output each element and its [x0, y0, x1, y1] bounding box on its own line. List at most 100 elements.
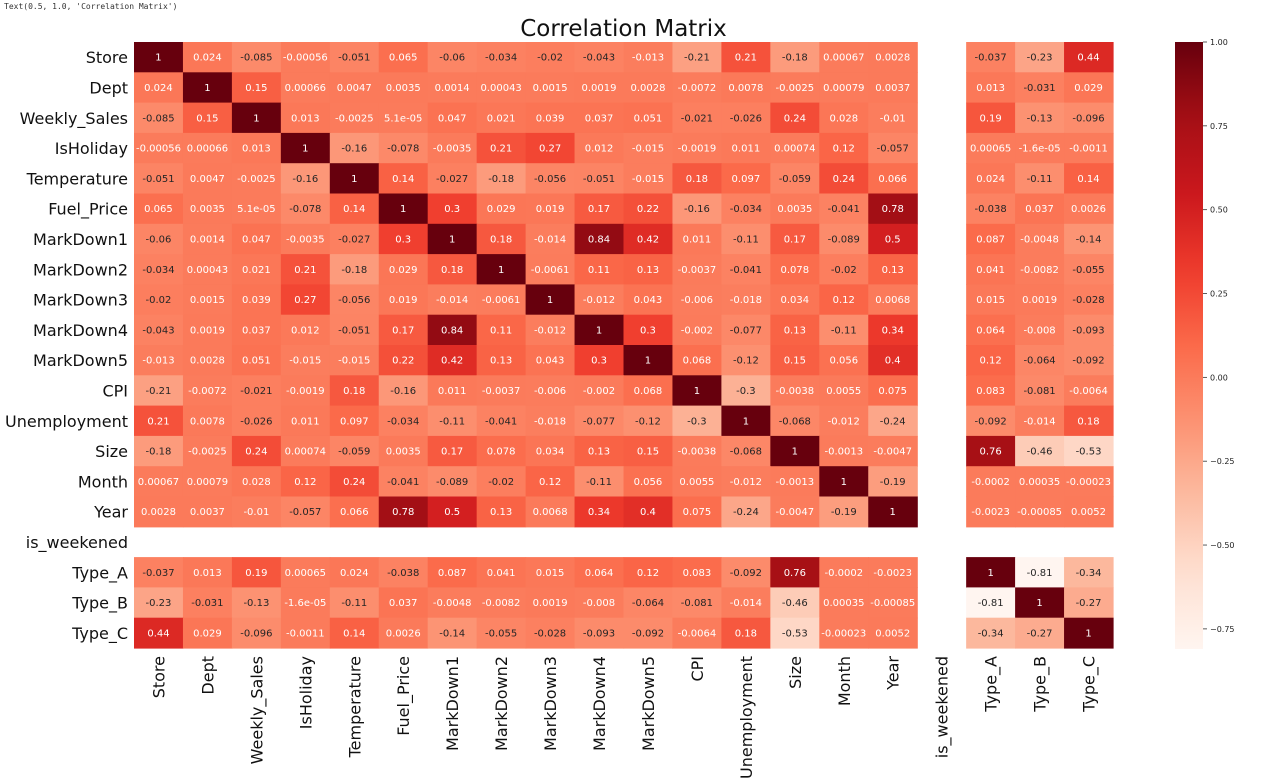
cell-annotation: -0.081 — [681, 598, 713, 609]
heatmap-cell — [1015, 466, 1065, 498]
notebook-output-text: Text(0.5, 1.0, 'Correlation Matrix') — [4, 2, 178, 11]
heatmap-cell — [280, 223, 331, 255]
cell-annotation: 0.12 — [539, 477, 561, 488]
column-label: Dept — [198, 656, 217, 695]
cell-annotation: 0.24 — [245, 447, 267, 458]
cell-annotation: 0.043 — [634, 295, 663, 306]
cell-annotation: 0.021 — [487, 113, 516, 124]
cell-annotation: -0.01 — [243, 507, 269, 518]
heatmap-cell — [427, 587, 478, 619]
heatmap-cell — [623, 102, 674, 134]
heatmap-cell — [574, 314, 625, 346]
heatmap-cell — [819, 163, 869, 195]
cell-annotation: 0.15 — [784, 356, 806, 367]
cell-annotation: 0.11 — [588, 265, 610, 276]
cell-annotation: -0.015 — [338, 356, 370, 367]
heatmap-cell — [134, 345, 184, 376]
cell-annotation: -0.055 — [1072, 265, 1104, 276]
heatmap-cell — [378, 132, 429, 164]
colorbar-tick-label: −0.50 — [1210, 541, 1235, 550]
cell-annotation: -0.064 — [1023, 356, 1055, 367]
cell-annotation: -0.092 — [975, 416, 1007, 427]
cell-annotation: -0.11 — [586, 477, 612, 488]
heatmap-cell — [427, 284, 478, 316]
cell-annotation: 0.015 — [536, 568, 565, 579]
heatmap-cell — [770, 617, 820, 649]
cell-annotation: 1 — [1036, 598, 1042, 609]
cell-annotation: -0.18 — [488, 174, 514, 185]
cell-annotation: 1 — [645, 356, 651, 367]
cell-annotation: 1 — [400, 204, 406, 215]
cell-annotation: -0.068 — [779, 416, 811, 427]
cell-annotation: -0.0037 — [482, 386, 521, 397]
heatmap-cell — [1015, 163, 1065, 195]
heatmap-cell — [182, 617, 233, 649]
cell-annotation: -0.006 — [681, 295, 713, 306]
cell-annotation: -0.013 — [142, 356, 174, 367]
cell-annotation: 0.078 — [781, 265, 810, 276]
heatmap-cell — [329, 314, 380, 346]
heatmap-cell — [966, 435, 1016, 467]
heatmap-cell — [672, 314, 722, 346]
cell-annotation: 0.0026 — [1071, 204, 1106, 215]
heatmap-cell — [574, 72, 625, 104]
heatmap-cell — [770, 72, 820, 104]
cell-annotation: 0.19 — [979, 113, 1001, 124]
heatmap-cell — [1064, 132, 1114, 164]
heatmap-cell — [1064, 102, 1114, 134]
heatmap-cell — [231, 132, 282, 164]
cell-annotation: 0.0028 — [141, 507, 176, 518]
cell-annotation: 0.84 — [441, 325, 463, 336]
heatmap-cell — [721, 72, 771, 104]
heatmap-cell — [574, 102, 625, 134]
heatmap-cell — [672, 102, 722, 134]
cell-annotation: -0.0025 — [776, 83, 815, 94]
cell-annotation: 0.00067 — [823, 53, 864, 64]
row-label: Type_A — [71, 563, 128, 583]
cell-annotation: -0.015 — [632, 174, 664, 185]
heatmap-cell — [623, 72, 674, 104]
heatmap-cell — [868, 72, 918, 104]
colorbar-tick-label: 1.00 — [1210, 38, 1228, 47]
cell-annotation: 0.18 — [490, 234, 512, 245]
cell-annotation: 0.27 — [539, 144, 561, 155]
column-label: IsHoliday — [296, 656, 315, 729]
cell-annotation: -0.02 — [146, 295, 172, 306]
heatmap-cell — [231, 102, 282, 134]
cell-annotation: 0.051 — [242, 356, 271, 367]
cell-annotation: -0.034 — [142, 265, 174, 276]
heatmap-cell — [378, 617, 429, 649]
cell-annotation: 0.024 — [193, 53, 222, 64]
heatmap-cell — [672, 466, 722, 498]
cell-annotation: 0.15 — [637, 447, 659, 458]
cell-annotation: -0.034 — [387, 416, 419, 427]
cell-annotation: 0.029 — [389, 265, 418, 276]
cell-annotation: -0.23 — [146, 598, 172, 609]
heatmap-cell — [1064, 223, 1114, 255]
cell-annotation: 0.0028 — [875, 53, 910, 64]
heatmap-cell — [819, 132, 869, 164]
heatmap-cell — [623, 466, 674, 498]
heatmap-cell — [868, 254, 918, 285]
cell-annotation: 0.24 — [784, 113, 806, 124]
heatmap-cell — [525, 193, 576, 225]
heatmap-cell — [868, 163, 918, 195]
cell-annotation: -0.06 — [439, 53, 465, 64]
cell-annotation: 0.5 — [444, 507, 460, 518]
heatmap-cell — [525, 617, 576, 649]
cell-annotation: 0.00066 — [285, 83, 326, 94]
row-label: MarkDown3 — [33, 291, 128, 310]
heatmap-cell — [819, 466, 869, 498]
cell-annotation: 0.00079 — [187, 477, 228, 488]
heatmap-cell — [1015, 102, 1065, 134]
heatmap-cell — [868, 345, 918, 376]
heatmap-cell — [525, 496, 576, 528]
cell-annotation: 1 — [792, 447, 798, 458]
heatmap-cell — [966, 405, 1016, 437]
cell-annotation: 0.043 — [536, 356, 565, 367]
heatmap-cell — [476, 314, 527, 346]
column-label: MarkDown3 — [541, 656, 560, 751]
heatmap-cell — [329, 223, 380, 255]
cell-annotation: 0.019 — [389, 295, 418, 306]
cell-annotation: -0.53 — [782, 628, 808, 639]
